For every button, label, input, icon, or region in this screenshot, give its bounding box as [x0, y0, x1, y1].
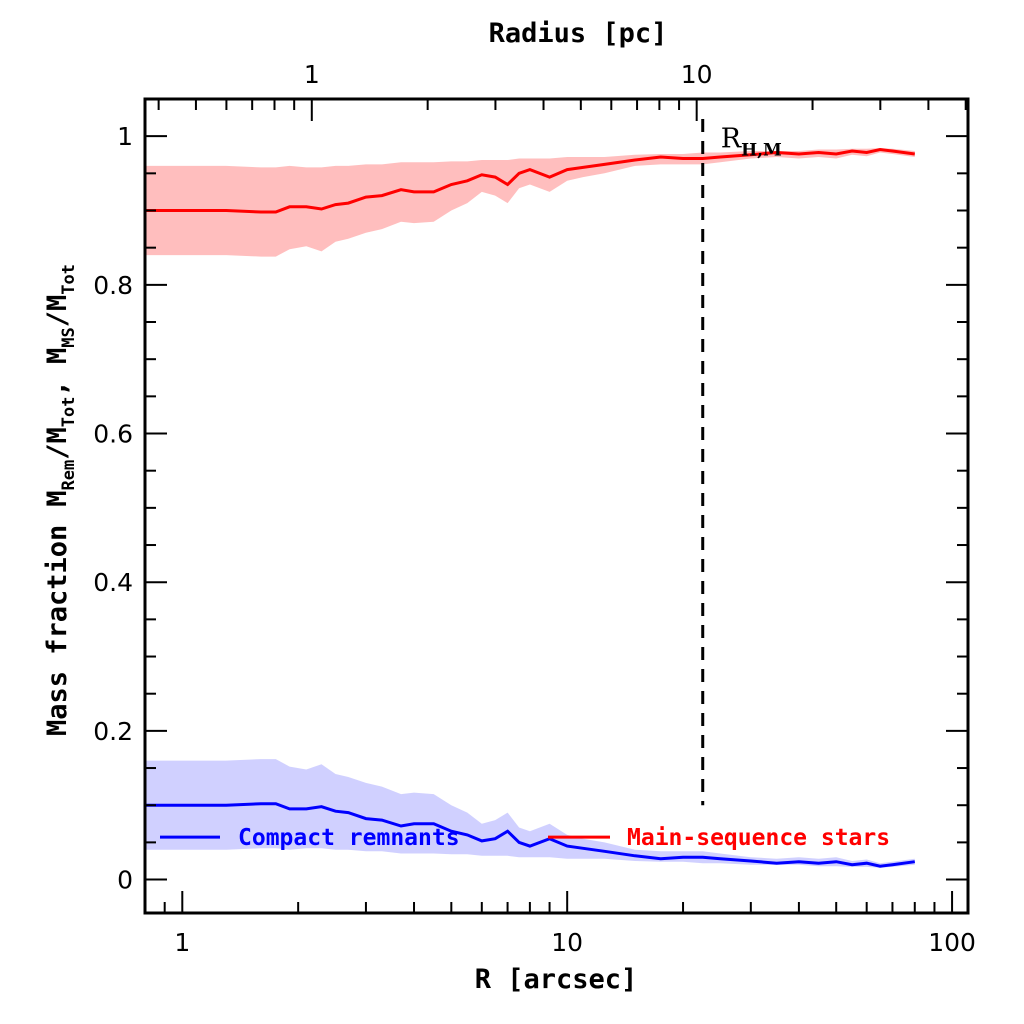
- x-axis-label: R [arcsec]: [475, 964, 638, 995]
- x2-tick-label: 1: [304, 60, 320, 89]
- legend-label-main-sequence: Main-sequence stars: [627, 825, 890, 851]
- x-tick-label: 100: [928, 928, 976, 957]
- series-lines: [145, 147, 915, 868]
- y-tick-label: 0: [117, 866, 133, 895]
- uncertainty-bands: [145, 148, 915, 868]
- y-tick-label: 1: [117, 122, 133, 151]
- compact-remnantsband: [145, 759, 915, 868]
- plot-frame: [143, 97, 970, 915]
- main-sequence-starsline: [145, 147, 915, 214]
- y-axis-label: Mass fractionMRem/MTot, MMS/MTot: [42, 264, 79, 736]
- x-tick-label: 10: [551, 928, 583, 957]
- legend-label-compact-remnants: Compact remnants: [238, 825, 460, 851]
- x2-tick-label: 10: [681, 60, 713, 89]
- x2-axis-label: Radius [pc]: [489, 18, 668, 49]
- compact-remnantsline: [145, 802, 915, 868]
- axis-ticks: [144, 99, 968, 913]
- half-mass-radius-label: RH,M: [721, 123, 782, 160]
- y-tick-label: 0.2: [93, 717, 133, 746]
- half-mass-radius-line: RH,M: [701, 119, 782, 806]
- y-tick-label: 0.4: [93, 568, 133, 597]
- y-tick-label: 0.6: [93, 420, 133, 449]
- main-sequence-starsband: [145, 148, 915, 257]
- legend: Compact remnants Main-sequence stars: [160, 825, 890, 851]
- y-tick-label: 0.8: [93, 271, 133, 300]
- x-tick-label: 1: [174, 928, 190, 957]
- y-axis-label-main: Mass fraction: [42, 525, 73, 736]
